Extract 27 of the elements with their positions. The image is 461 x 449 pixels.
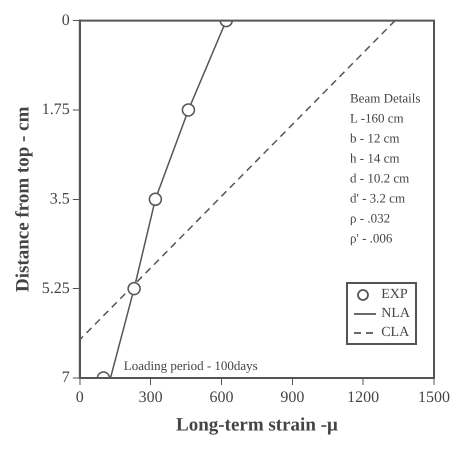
annotation: ρ' - .006 — [350, 230, 393, 246]
y-tick-label: 3.5 — [50, 190, 70, 208]
x-tick-label: 600 — [209, 388, 234, 406]
annotation: ρ - .032 — [350, 210, 390, 226]
y-axis-title: Distance from top - cm — [12, 106, 34, 292]
x-tick-label: 1500 — [418, 388, 450, 406]
legend-label: CLA — [381, 324, 410, 342]
point — [127, 282, 141, 296]
annotation: Loading period - 100days — [124, 358, 258, 373]
x-tick-label: 900 — [280, 388, 304, 406]
legend-label: EXP — [381, 286, 408, 304]
annotation: b - 12 cm — [350, 130, 400, 146]
y-tick-label: 5.25 — [42, 280, 70, 297]
x-tick-label: 1200 — [347, 388, 380, 406]
annotation: L -160 cm — [350, 110, 404, 126]
x-tick-label: 300 — [138, 388, 163, 406]
legend-label: NLA — [381, 305, 410, 323]
annotation: d' - 3.2 cm — [350, 190, 406, 206]
point — [148, 192, 162, 206]
y-tick-label: 1.75 — [42, 101, 70, 118]
annotation: h - 14 cm — [350, 150, 400, 166]
y-tick-label: 0 — [62, 12, 70, 29]
x-axis-title: Long-term strain -μ — [176, 414, 338, 436]
y-tick-label: 7 — [62, 369, 70, 386]
annotation: d - 10.2 cm — [350, 170, 410, 186]
annotation: Beam Details — [350, 90, 420, 106]
x-tick-label: 0 — [76, 388, 84, 406]
